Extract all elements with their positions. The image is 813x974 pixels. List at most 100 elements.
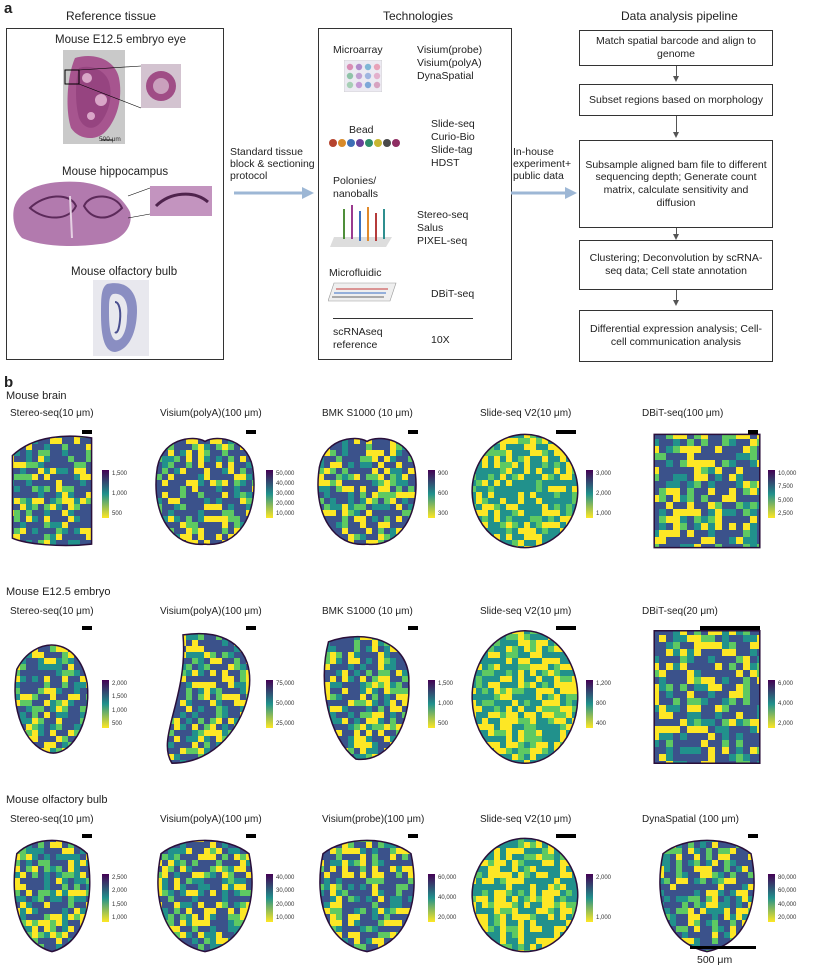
map-pixel	[722, 495, 729, 502]
colorbar-tick: 10,000	[276, 511, 295, 517]
map-pixel	[360, 754, 366, 760]
colorbar-tick: 20,000	[438, 915, 457, 921]
map-pixel	[506, 718, 512, 724]
map-pixel	[8, 878, 14, 884]
map-pixel	[186, 890, 192, 896]
map-pixel	[680, 630, 687, 635]
map-pixel	[524, 498, 530, 504]
map-pixel	[750, 754, 757, 761]
map-pixel	[512, 434, 518, 438]
map-pixel	[198, 890, 204, 896]
map-pixel	[396, 522, 402, 528]
map-pixel	[26, 504, 32, 510]
map-pixel	[32, 920, 38, 926]
map-pixel	[694, 481, 701, 488]
map-pixel	[372, 848, 378, 854]
map-pixel	[157, 914, 162, 920]
map-pixel	[62, 872, 68, 878]
map-pixel	[554, 676, 560, 682]
map-pixel	[186, 950, 192, 952]
map-pixel	[157, 950, 162, 952]
map-pixel	[408, 522, 414, 528]
map-pixel	[62, 742, 68, 748]
map-pixel	[566, 468, 572, 474]
map-pixel	[372, 432, 378, 438]
map-pixel	[198, 920, 204, 926]
map-pixel	[192, 646, 198, 652]
map-pixel	[659, 642, 666, 649]
map-pixel	[246, 468, 252, 474]
map-pixel	[38, 682, 44, 688]
map-pixel	[472, 444, 476, 450]
map-pixel	[414, 926, 415, 932]
map-pixel	[524, 510, 530, 516]
map-pixel	[50, 938, 56, 944]
map-pixel	[258, 748, 260, 754]
map-pixel	[500, 510, 506, 516]
map-pixel	[38, 760, 44, 766]
map-pixel	[74, 546, 80, 550]
pipeline-step-5: Differential expression analysis; Cell-c…	[579, 310, 773, 362]
map-pixel	[554, 498, 560, 504]
map-pixel	[252, 950, 253, 952]
map-pixel	[354, 432, 360, 438]
map-pixel	[536, 504, 542, 510]
map-pixel	[312, 628, 318, 634]
map-pixel	[38, 730, 44, 736]
map-pixel	[198, 760, 204, 764]
map-pixel	[384, 498, 390, 504]
map-pixel	[342, 730, 348, 736]
map-pixel	[192, 540, 198, 545]
map-pixel	[396, 908, 402, 914]
map-pixel	[92, 652, 96, 658]
map-pixel	[192, 510, 198, 516]
map-pixel	[210, 522, 216, 528]
map-pixel	[186, 646, 192, 652]
map-pixel	[162, 950, 168, 952]
map-pixel	[482, 848, 488, 854]
map-pixel	[396, 510, 402, 516]
map-pixel	[80, 736, 86, 742]
map-pixel	[252, 866, 253, 872]
map-pixel	[62, 664, 68, 670]
map-pixel	[488, 712, 494, 718]
map-pixel	[216, 950, 222, 952]
map-pixel	[324, 688, 330, 694]
map-pixel	[180, 468, 186, 474]
map-pixel	[180, 438, 186, 444]
map-pixel	[38, 938, 44, 944]
map-pixel	[722, 698, 729, 705]
map-pixel	[482, 640, 488, 646]
map-pixel	[174, 634, 180, 640]
map-pixel	[324, 908, 330, 914]
map-pixel	[566, 724, 572, 730]
map-pixel	[234, 938, 240, 944]
map-pixel	[26, 628, 32, 634]
map-pixel	[390, 498, 396, 504]
map-pixel	[743, 677, 750, 684]
map-pixel	[168, 688, 174, 694]
map-pixel	[44, 510, 50, 516]
map-pixel	[246, 920, 252, 926]
map-pixel	[312, 896, 318, 902]
map-pixel	[572, 646, 578, 652]
map-pixel	[44, 760, 50, 766]
map-pixel	[156, 730, 162, 736]
map-pixel	[708, 684, 715, 691]
map-pixel	[210, 760, 216, 764]
map-pixel	[318, 760, 324, 766]
map-pixel	[578, 498, 580, 504]
map-pixel	[167, 640, 168, 646]
map-pixel	[180, 706, 186, 712]
colorbar-tick: 10,000	[778, 471, 797, 477]
map-pixel	[204, 522, 210, 528]
map-pixel	[336, 700, 342, 706]
map-pixel	[530, 748, 536, 754]
map-pixel	[324, 754, 330, 760]
map-pixel	[743, 740, 750, 747]
map-pixel	[330, 546, 336, 550]
map-pixel	[186, 860, 192, 866]
map-pixel	[258, 884, 260, 890]
map-pixel	[666, 712, 673, 719]
map-pixel	[336, 492, 342, 498]
